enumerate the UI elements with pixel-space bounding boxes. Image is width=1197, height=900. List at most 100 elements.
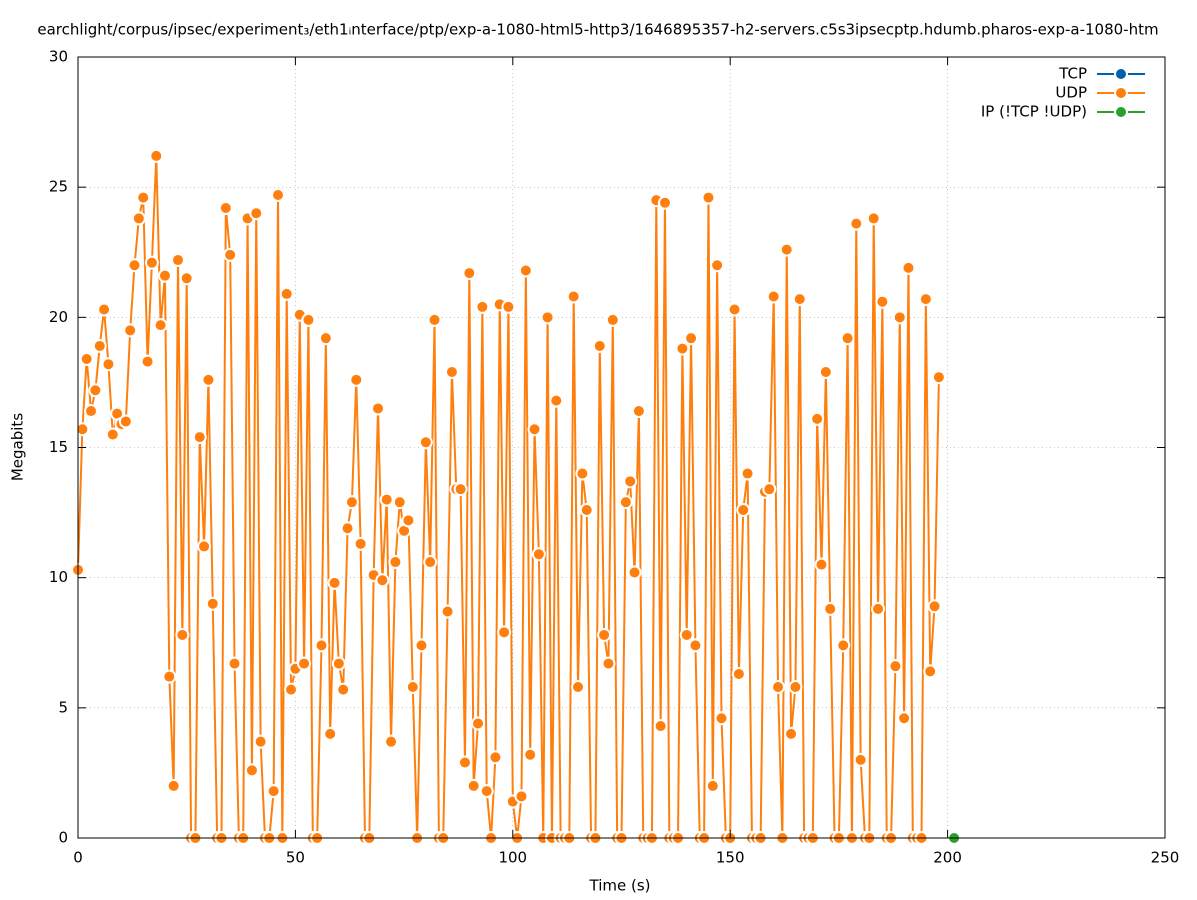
data-point [897,711,912,726]
data-point [175,627,190,642]
data-point [97,302,112,317]
data-point [531,547,546,562]
data-point [466,778,481,793]
data-point [631,404,646,419]
data-point [457,755,472,770]
data-point [549,393,564,408]
data-point [88,383,103,398]
data-point [123,323,138,338]
data-point [579,502,594,517]
data-point [349,372,364,387]
data-point [736,502,751,517]
data-point [762,482,777,497]
data-point [75,422,90,437]
data-point [684,331,699,346]
data-point [705,778,720,793]
data-point [566,289,581,304]
data-point [197,539,212,554]
x-tick-label: 150 [716,849,745,867]
data-point [271,187,286,202]
data-point [731,666,746,681]
data-point [323,726,338,741]
data-point [840,331,855,346]
data-point [105,427,120,442]
y-tick-label: 5 [58,698,68,716]
data-point [162,669,177,684]
data-point [675,341,690,356]
data-point [179,271,194,286]
data-point [353,536,368,551]
data-point [118,414,133,429]
y-tick-label: 20 [49,308,68,326]
data-point [266,784,281,799]
legend-marker [1114,86,1128,100]
data-point [597,627,612,642]
data-point [79,351,94,366]
data-point [218,200,233,215]
data-point [892,310,907,325]
data-point [171,253,186,268]
data-point [227,656,242,671]
data-point [601,656,616,671]
data-point [157,268,172,283]
data-point [92,338,107,353]
data-point [201,372,216,387]
data-point [327,575,342,590]
data-point [405,680,420,695]
data-point [875,294,890,309]
data-point [84,404,99,419]
data-point [527,422,542,437]
data-point [679,627,694,642]
data-point [871,601,886,616]
x-tick-label: 200 [933,849,962,867]
data-point [792,292,807,307]
data-point [166,778,181,793]
data-point [344,495,359,510]
legend-marker [1114,67,1128,81]
x-tick-label: 250 [1151,849,1180,867]
data-point [244,763,259,778]
data-point [453,482,468,497]
chart-title: earchlight/corpus/ipsec/experiment₃/eth1… [37,21,1158,39]
data-point [605,312,620,327]
data-point [279,286,294,301]
data-point [140,354,155,369]
y-axis-label: Megabits [9,413,27,481]
data-point [518,263,533,278]
x-tick-label: 100 [498,849,527,867]
data-point [371,401,386,416]
data-point [714,711,729,726]
data-point [101,357,116,372]
data-point [318,331,333,346]
data-point [523,747,538,762]
data-point [823,601,838,616]
data-point [849,216,864,231]
data-point [297,656,312,671]
data-point [901,260,916,275]
data-point [414,638,429,653]
data-point [144,255,159,270]
data-point [149,148,164,163]
data-point [471,716,486,731]
data-point [427,312,442,327]
data-point [153,318,168,333]
data-point [618,495,633,510]
data-point [740,466,755,481]
data-point [340,521,355,536]
y-tick-label: 0 [58,829,68,847]
data-point [379,492,394,507]
data-point [488,750,503,765]
data-point [249,206,264,221]
data-point [223,247,238,262]
data-point [127,258,142,273]
legend-label: IP (!TCP !UDP) [981,103,1087,121]
data-point [927,599,942,614]
data-point [771,680,786,695]
data-point [766,289,781,304]
data-point [866,211,881,226]
data-point [136,190,151,205]
y-tick-label: 15 [49,438,68,456]
data-point [710,258,725,273]
